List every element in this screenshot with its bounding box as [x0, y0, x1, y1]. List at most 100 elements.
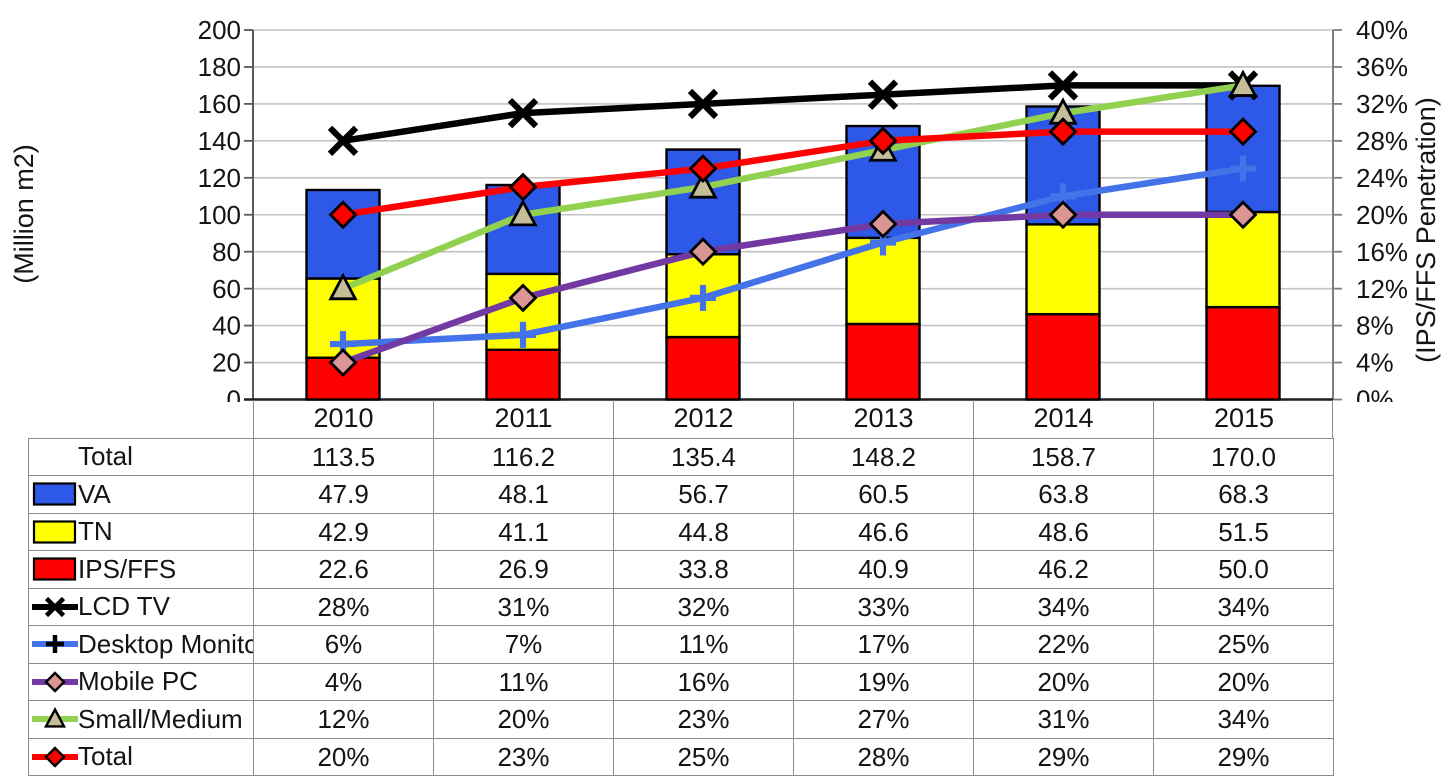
right-axis-tick-label: 40% [1356, 15, 1408, 45]
bar-segment-ips-ffs [665, 335, 741, 401]
left-axis-tick-label: 0 [227, 385, 241, 402]
legend-key-empty [32, 442, 78, 472]
row-label: LCD TV [78, 591, 170, 622]
table-cell: 7% [434, 626, 614, 663]
row-label-cell: Total [29, 738, 254, 775]
table-cell: 29% [1154, 738, 1334, 775]
marker-total-icon [688, 154, 718, 184]
table-cell: 20% [254, 738, 434, 775]
row-label: TN [78, 516, 113, 547]
table-row-total: Total 20% 23% 25% 28% 29% 29% [29, 738, 1334, 776]
row-label: Desktop Monitor [78, 628, 254, 659]
table-cell: 11% [614, 626, 794, 663]
marker-mobile-pc-icon [1048, 200, 1078, 230]
row-label-cell: Mobile PC [29, 663, 254, 700]
marker-total-icon [328, 200, 358, 230]
right-axis-tick-label: 20% [1356, 200, 1408, 230]
table-cell: 113.5 [254, 438, 434, 475]
bar-segment-tn [1025, 223, 1101, 316]
table-row-tn: TN 42.9 41.1 44.8 46.6 48.6 51.5 [29, 513, 1334, 551]
table-row-va: VA 47.9 48.1 56.7 60.5 63.8 68.3 [29, 476, 1334, 514]
year-header-cell: 2010 [254, 400, 434, 438]
right-axis-tick-label: 12% [1356, 274, 1408, 304]
row-label-cell: VA [29, 476, 254, 513]
table-row-lcd-tv: LCD TV 28% 31% 32% 33% 34% 34% [29, 588, 1334, 626]
table-cell: 11% [434, 663, 614, 700]
table-cell: 46.2 [974, 551, 1154, 588]
combo-chart: 200 40%180 36%160 32%140 28%120 24%100 20%80 16… [198, 15, 1408, 402]
table-cell: 33.8 [614, 551, 794, 588]
table-cell: 63.8 [974, 476, 1154, 513]
right-axis-tick-label: 4% [1356, 348, 1394, 378]
legend-key-va-icon [32, 479, 78, 509]
row-label: Small/Medium [78, 703, 243, 734]
marker-mobile-pc-icon [868, 209, 898, 239]
line-small-medium [339, 82, 1247, 292]
marker-small-medium-icon [328, 272, 358, 301]
year-header-cell: 2015 [1213, 403, 1275, 433]
table-cell: 29% [974, 738, 1154, 775]
left-axis-tick-label: 40 [212, 311, 241, 341]
table-cell: 51.5 [1154, 513, 1334, 550]
right-axis-tick-label: 24% [1356, 163, 1408, 193]
right-axis-tick-label: 8% [1356, 311, 1394, 341]
x-axis-year-labels: 2010 2011 2012 2013 2014 2015 [253, 400, 1333, 438]
table-cell: 12% [254, 701, 434, 738]
bar-segment-ips-ffs [1025, 312, 1101, 401]
legend-key-tn-icon [32, 517, 78, 547]
right-axis-tick-label: 0% [1356, 385, 1394, 402]
table-cell: 68.3 [1154, 476, 1334, 513]
table-cell: 27% [794, 701, 974, 738]
left-axis-tick-label: 100 [198, 200, 241, 230]
table-cell: 16% [614, 663, 794, 700]
marker-lcd-tv-icon [327, 125, 359, 157]
table-cell: 34% [974, 588, 1154, 625]
marker-small-medium-icon [508, 198, 538, 227]
legend-key-desktop-monitor-icon [32, 629, 78, 659]
row-label-cell: Total [29, 438, 254, 475]
table-cell: 56.7 [614, 476, 794, 513]
bar-segment-ips-ffs [1205, 305, 1281, 401]
left-axis-tick-label: 60 [212, 274, 241, 304]
row-label-cell: Desktop Monitor [29, 626, 254, 663]
table-cell: 28% [254, 588, 434, 625]
table-cell: 135.4 [614, 438, 794, 475]
table-cell: 34% [1154, 588, 1334, 625]
line-desktop-monitor [339, 165, 1247, 348]
table-cell: 20% [434, 701, 614, 738]
legend-key-ips-ffs-icon [32, 554, 78, 584]
marker-total-icon [508, 172, 538, 202]
table-cell: 17% [794, 626, 974, 663]
legend-key-small-medium-icon [32, 704, 78, 734]
table-cell: 23% [614, 701, 794, 738]
table-row-small-medium: Small/Medium 12% 20% 23% 27% 31% 34% [29, 701, 1334, 739]
table-cell: 40.9 [794, 551, 974, 588]
bar-segment-va [1205, 84, 1281, 214]
table-cell: 48.6 [974, 513, 1154, 550]
table-cell: 23% [434, 738, 614, 775]
left-axis-tick-label: 160 [198, 89, 241, 119]
legend-key-lcd-tv-icon [32, 592, 78, 622]
right-axis-tick-label: 28% [1356, 126, 1408, 156]
table-cell: 46.6 [794, 513, 974, 550]
table-cell: 32% [614, 588, 794, 625]
row-label: VA [78, 478, 111, 509]
line-mobile-pc [339, 211, 1247, 366]
marker-total-icon [868, 126, 898, 156]
year-header-cell: 2012 [614, 400, 794, 438]
marker-mobile-pc-icon [688, 237, 718, 267]
row-label-cell: TN [29, 513, 254, 550]
table-cell: 25% [614, 738, 794, 775]
table-cell: 41.1 [434, 513, 614, 550]
marker-mobile-pc-icon [328, 348, 358, 378]
table-cell: 34% [1154, 701, 1334, 738]
left-axis-tick-label: 120 [198, 163, 241, 193]
table-cell: 148.2 [794, 438, 974, 475]
table-cell: 44.8 [614, 513, 794, 550]
marker-small-medium-icon [688, 171, 718, 199]
table-cell: 20% [1154, 663, 1334, 700]
left-axis-tick-label: 80 [212, 237, 241, 267]
right-axis-tick-label: 16% [1356, 237, 1408, 267]
table-row-desktop-monitor: Desktop Monitor 6% 7% 11% 17% 22% 25% [29, 626, 1334, 664]
